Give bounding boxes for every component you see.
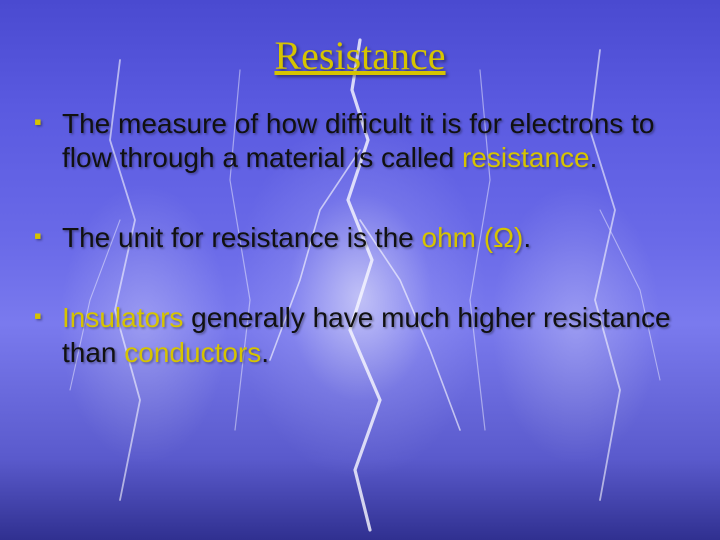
- bullet-item: The measure of how difficult it is for e…: [34, 107, 686, 175]
- bullet-text-pre: The unit for resistance is the: [62, 222, 422, 253]
- bullet-item: The unit for resistance is the ohm (Ω).: [34, 221, 686, 255]
- bullet-list: The measure of how difficult it is for e…: [0, 107, 720, 370]
- bullet-highlight: ohm (Ω): [422, 222, 524, 253]
- bullet-text-post2: .: [261, 337, 269, 368]
- bullet-highlight: conductors: [124, 337, 261, 368]
- bullet-highlight: Insulators: [62, 302, 183, 333]
- bullet-text-post: .: [523, 222, 531, 253]
- bullet-text-post: .: [590, 142, 598, 173]
- slide-content: Resistance The measure of how difficult …: [0, 0, 720, 540]
- bullet-highlight: resistance: [462, 142, 590, 173]
- bullet-item: Insulators generally have much higher re…: [34, 301, 686, 369]
- slide-title: Resistance: [0, 32, 720, 79]
